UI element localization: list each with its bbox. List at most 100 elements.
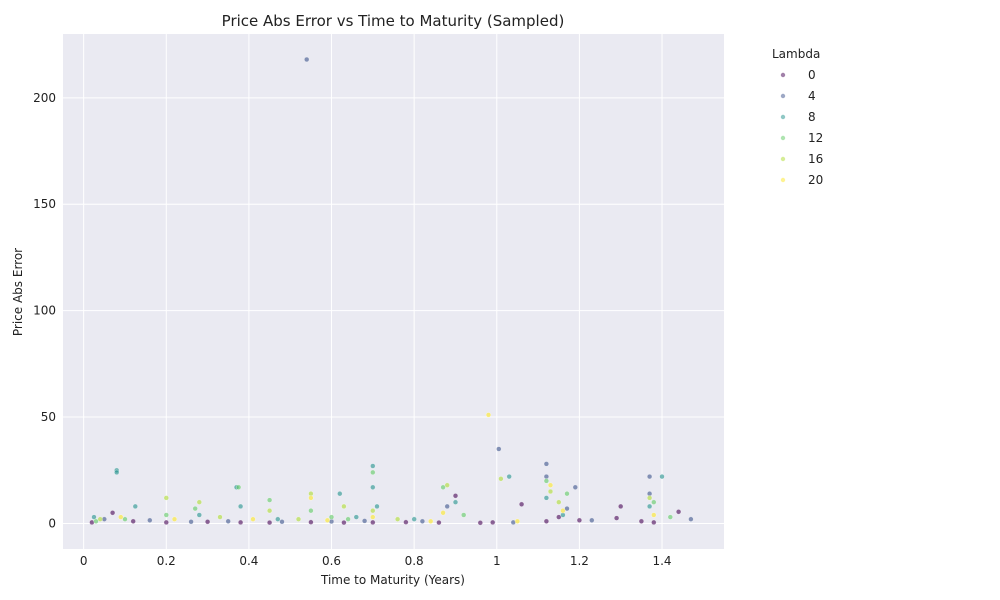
data-point-lambda-16 bbox=[217, 514, 223, 520]
data-point-lambda-0 bbox=[341, 520, 347, 526]
data-point-lambda-8 bbox=[91, 514, 97, 520]
data-point-lambda-16 bbox=[395, 516, 401, 522]
data-point-lambda-16 bbox=[196, 499, 202, 505]
legend-marker bbox=[780, 156, 786, 162]
data-point-lambda-0 bbox=[130, 518, 136, 524]
data-point-lambda-12 bbox=[345, 516, 351, 522]
data-point-lambda-20 bbox=[250, 516, 256, 522]
data-point-lambda-4 bbox=[688, 516, 694, 522]
data-point-lambda-4 bbox=[362, 518, 368, 524]
data-point-lambda-8 bbox=[560, 512, 566, 518]
data-point-lambda-16 bbox=[370, 508, 376, 514]
data-point-lambda-16 bbox=[163, 495, 169, 501]
data-point-lambda-16 bbox=[341, 503, 347, 509]
data-point-lambda-8 bbox=[506, 474, 512, 480]
data-point-lambda-0 bbox=[519, 501, 525, 507]
legend-label: 0 bbox=[808, 68, 816, 82]
data-point-lambda-12 bbox=[461, 512, 467, 518]
data-point-lambda-16 bbox=[97, 516, 103, 522]
data-point-lambda-8 bbox=[370, 463, 376, 469]
data-point-lambda-0 bbox=[436, 520, 442, 526]
legend-marker bbox=[780, 93, 786, 99]
data-point-lambda-0 bbox=[576, 517, 582, 523]
data-point-lambda-0 bbox=[163, 519, 169, 525]
data-point-lambda-12 bbox=[543, 478, 549, 484]
data-point-lambda-8 bbox=[374, 503, 380, 509]
legend-marker bbox=[780, 114, 786, 120]
data-point-lambda-4 bbox=[147, 517, 153, 523]
data-point-lambda-4 bbox=[419, 518, 425, 524]
data-point-lambda-0 bbox=[403, 519, 409, 525]
data-point-lambda-4 bbox=[543, 461, 549, 467]
data-point-lambda-0 bbox=[110, 510, 116, 516]
data-point-lambda-12 bbox=[163, 512, 169, 518]
data-point-lambda-16 bbox=[556, 499, 562, 505]
y-tick-label: 150 bbox=[33, 197, 56, 211]
data-point-lambda-20 bbox=[324, 517, 330, 523]
y-axis-ticks: 0 50 100 150 200 bbox=[33, 91, 56, 531]
data-point-lambda-16 bbox=[547, 488, 554, 495]
data-point-lambda-8 bbox=[114, 469, 120, 475]
data-points bbox=[89, 56, 694, 526]
x-tick-label: 1.2 bbox=[570, 554, 589, 568]
x-axis-ticks: 0 0.2 0.4 0.6 0.8 1 1.2 1.4 bbox=[80, 554, 672, 568]
legend-marker bbox=[780, 72, 786, 78]
chart-title: Price Abs Error vs Time to Maturity (Sam… bbox=[222, 12, 565, 30]
y-tick-label: 100 bbox=[33, 304, 56, 318]
data-point-lambda-4 bbox=[188, 519, 194, 525]
data-point-lambda-0 bbox=[490, 519, 496, 525]
data-point-lambda-0 bbox=[638, 518, 644, 524]
legend-label: 16 bbox=[808, 152, 823, 166]
x-tick-label: 0.6 bbox=[322, 554, 341, 568]
data-point-lambda-12 bbox=[122, 516, 128, 522]
data-point-lambda-4 bbox=[572, 484, 578, 490]
x-tick-label: 1.4 bbox=[652, 554, 671, 568]
x-tick-label: 0 bbox=[80, 554, 88, 568]
data-point-lambda-20 bbox=[428, 518, 434, 524]
data-point-lambda-12 bbox=[93, 518, 99, 524]
x-tick-label: 0.4 bbox=[239, 554, 258, 568]
data-point-lambda-16 bbox=[498, 476, 504, 482]
data-point-lambda-0 bbox=[676, 509, 682, 515]
data-point-lambda-0 bbox=[238, 519, 244, 525]
data-point-lambda-8 bbox=[353, 514, 359, 520]
data-point-lambda-8 bbox=[452, 499, 459, 505]
legend-label: 20 bbox=[808, 173, 823, 187]
data-point-lambda-8 bbox=[543, 495, 549, 501]
data-point-lambda-4 bbox=[589, 517, 595, 523]
data-point-lambda-0 bbox=[614, 515, 620, 521]
data-point-lambda-12 bbox=[651, 499, 657, 505]
data-point-lambda-8 bbox=[196, 512, 202, 518]
legend: Lambda 0 4 8 12 16 20 bbox=[772, 47, 823, 187]
data-point-lambda-12 bbox=[308, 508, 314, 514]
y-tick-label: 0 bbox=[48, 516, 56, 530]
data-point-lambda-4 bbox=[225, 518, 231, 524]
data-point-lambda-0 bbox=[543, 518, 549, 524]
data-point-lambda-20 bbox=[651, 512, 657, 518]
legend-label: 12 bbox=[808, 131, 823, 145]
legend-marker bbox=[780, 135, 786, 141]
data-point-lambda-20 bbox=[485, 412, 492, 418]
legend-label: 4 bbox=[808, 89, 816, 103]
data-point-lambda-0 bbox=[556, 514, 562, 520]
data-point-lambda-0 bbox=[370, 519, 376, 525]
plot-area bbox=[63, 34, 724, 549]
data-point-lambda-4 bbox=[564, 506, 570, 512]
x-axis-label: Time to Maturity (Years) bbox=[320, 573, 465, 587]
data-point-lambda-8 bbox=[647, 503, 653, 509]
data-point-lambda-0 bbox=[452, 493, 459, 499]
data-point-lambda-20 bbox=[440, 510, 446, 516]
data-point-lambda-4 bbox=[304, 56, 310, 63]
x-tick-label: 1 bbox=[493, 554, 501, 568]
data-point-lambda-8 bbox=[275, 516, 281, 522]
y-tick-label: 200 bbox=[33, 91, 56, 105]
data-point-lambda-16 bbox=[647, 495, 653, 501]
data-point-lambda-12 bbox=[564, 491, 570, 497]
data-point-lambda-4 bbox=[279, 519, 285, 525]
data-point-lambda-0 bbox=[477, 520, 483, 526]
data-point-lambda-20 bbox=[560, 508, 566, 514]
data-point-lambda-12 bbox=[236, 484, 242, 490]
legend-marker bbox=[780, 177, 786, 183]
data-point-lambda-12 bbox=[667, 514, 673, 520]
data-point-lambda-16 bbox=[267, 508, 273, 514]
